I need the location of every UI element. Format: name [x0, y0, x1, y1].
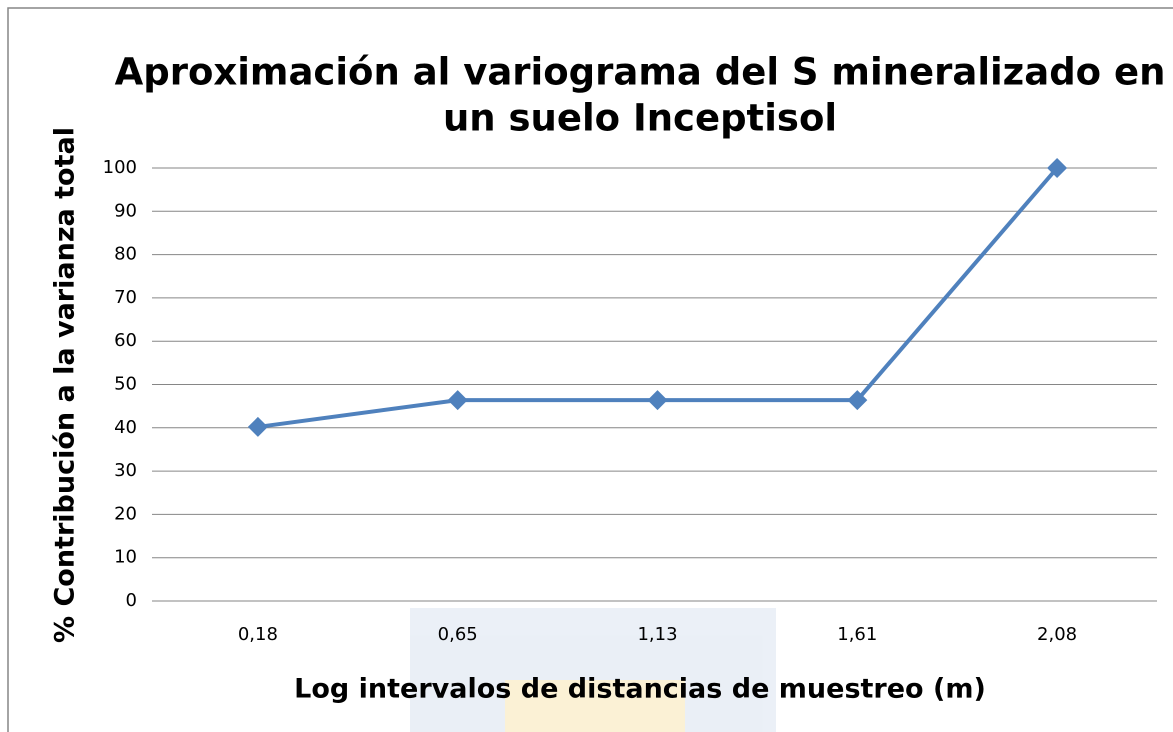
y-tick-label: 30 — [114, 460, 137, 481]
y-tick-label: 90 — [114, 200, 137, 221]
data-point — [247, 416, 268, 437]
y-tick-label: 50 — [114, 374, 137, 395]
x-tick-label: 0,18 — [238, 624, 278, 645]
chart-title: Aproximación al variograma del S mineral… — [115, 51, 1166, 94]
y-tick-label: 20 — [114, 503, 137, 524]
y-tick-label: 80 — [114, 244, 137, 265]
x-tick-label: 1,61 — [837, 624, 877, 645]
y-tick-label: 40 — [114, 417, 137, 438]
y-tick-label: 0 — [126, 590, 137, 611]
data-point — [1047, 158, 1068, 178]
data-point — [847, 390, 868, 411]
chart-frame — [7, 7, 1173, 732]
y-tick-label: 10 — [114, 547, 137, 568]
data-point — [647, 390, 668, 411]
y-axis-title: % Contribución a la varianza total — [50, 127, 81, 643]
data-point — [447, 390, 468, 411]
y-tick-label: 100 — [103, 157, 137, 178]
x-tick-label: 2,08 — [1037, 624, 1077, 645]
x-axis-title: Log intervalos de distancias de muestreo… — [294, 674, 986, 705]
y-tick-label: 60 — [114, 330, 137, 351]
watermark — [410, 608, 776, 732]
x-tick-label: 0,65 — [438, 624, 478, 645]
y-tick-label: 70 — [114, 287, 137, 308]
x-tick-label: 1,13 — [637, 624, 677, 645]
chart-title: un suelo Inceptisol — [443, 97, 837, 140]
